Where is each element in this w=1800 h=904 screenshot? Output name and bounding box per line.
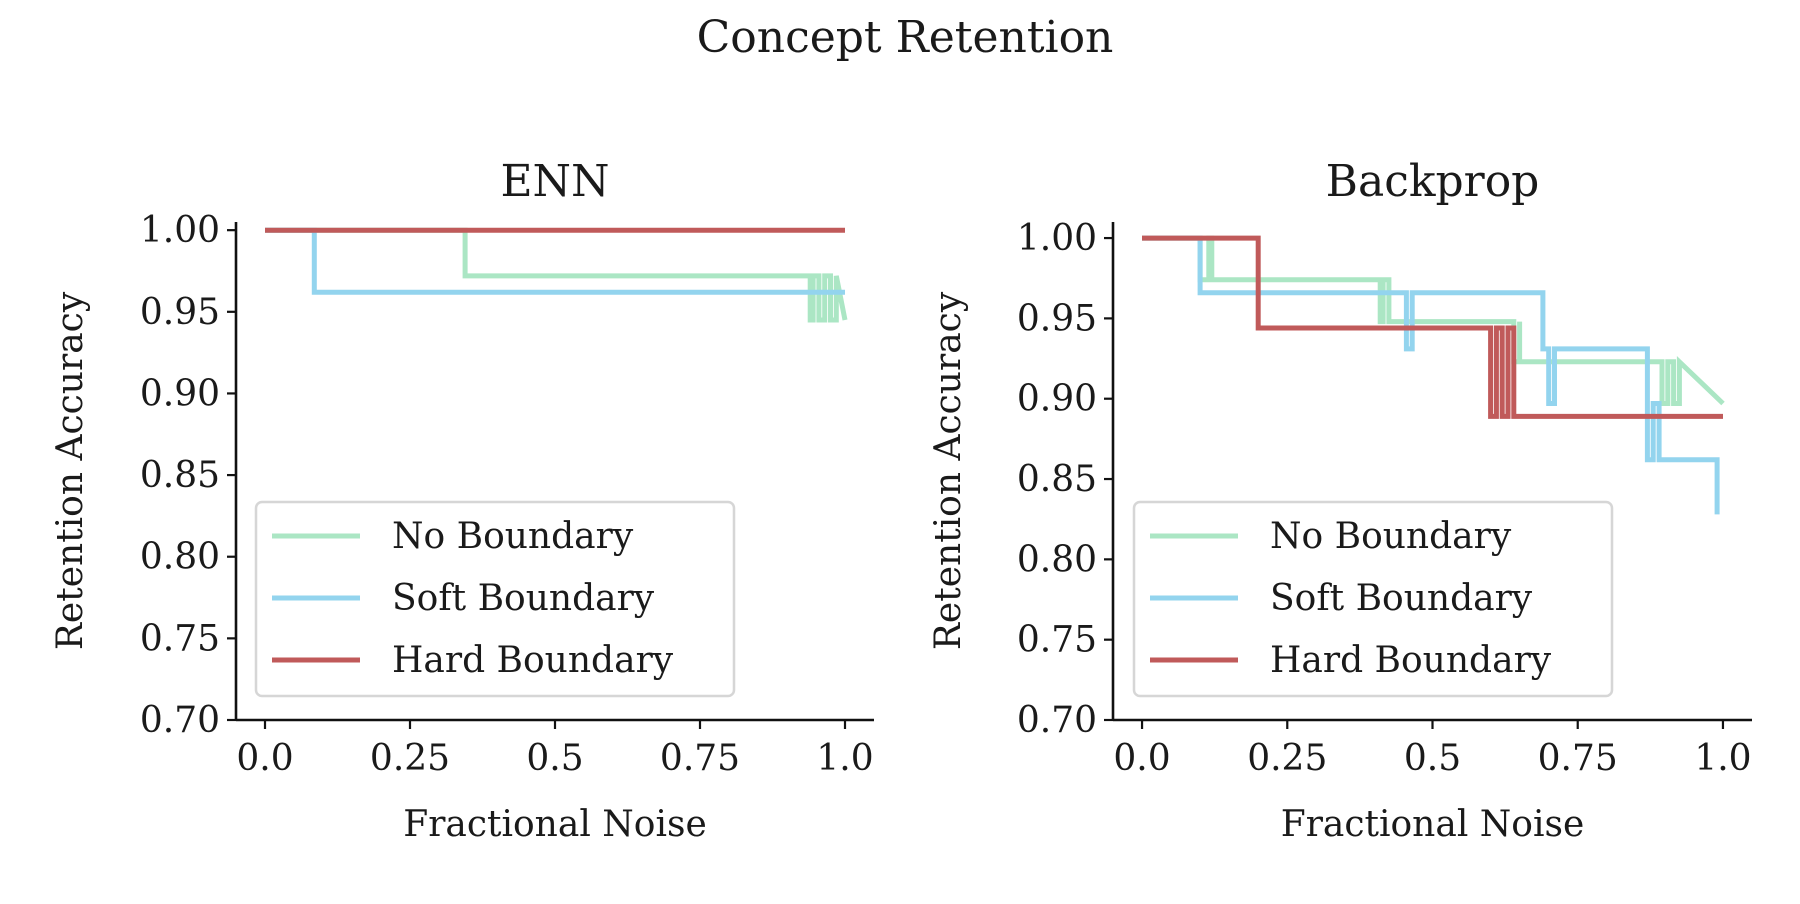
y-axis-label: Retention Accuracy [50, 291, 91, 650]
y-tick-label: 0.95 [140, 292, 220, 333]
series-line-soft-boundary [1142, 235, 1720, 515]
legend-box [1132, 500, 1614, 698]
legend-label: Hard Boundary [1270, 640, 1552, 681]
x-axis-label: Fractional Noise [1281, 804, 1585, 845]
y-tick-label: 1.00 [1017, 218, 1097, 259]
chart-panel-1: ENN 0.0 0.25 0.5 0.75 1.0 0.70 0.75 0.80 0.85 0.90… [50, 156, 874, 845]
y-tick-label: 0.95 [1017, 298, 1097, 339]
series-line-hard-boundary [1142, 235, 1723, 419]
x-axis-label: Fractional Noise [403, 804, 707, 845]
legend-label: No Boundary [392, 516, 634, 557]
legend-box [254, 500, 736, 698]
panel-title: ENN [500, 156, 609, 207]
series-line-no-boundary [1142, 235, 1725, 406]
y-tick-label: 0.75 [1017, 620, 1097, 661]
x-tick-label: 0.0 [236, 738, 293, 779]
legend-label: Soft Boundary [1270, 578, 1533, 619]
legend: No Boundary Soft Boundary Hard Boundary [254, 500, 736, 698]
y-tick-label: 0.85 [140, 455, 220, 496]
y-tick-label: 0.90 [1017, 379, 1097, 420]
y-tick-label: 0.80 [140, 537, 220, 578]
x-tick-label: 0.75 [660, 738, 740, 779]
legend-label: Hard Boundary [392, 640, 674, 681]
y-tick-label: 0.90 [140, 373, 220, 414]
legend-label: Soft Boundary [392, 578, 655, 619]
chart-panel-2: Backprop 0.0 0.25 0.5 0.75 1.0 0.70 0.75 0.80 0.8… [928, 156, 1752, 845]
y-tick-label: 0.70 [140, 700, 220, 741]
y-axis-label: Retention Accuracy [928, 291, 969, 650]
y-tick-label: 0.85 [1017, 459, 1097, 500]
series-line-soft-boundary [265, 227, 845, 295]
legend-label: No Boundary [1270, 516, 1512, 557]
x-tick-label: 0.5 [526, 738, 583, 779]
x-tick-label: 0.25 [1247, 738, 1327, 779]
x-tick-label: 0.5 [1404, 738, 1461, 779]
legend: No Boundary Soft Boundary Hard Boundary [1132, 500, 1614, 698]
panel-title: Backprop [1326, 156, 1540, 207]
x-tick-label: 0.0 [1113, 738, 1170, 779]
x-tick-label: 1.0 [1694, 738, 1751, 779]
x-tick-label: 1.0 [816, 738, 873, 779]
y-tick-label: 1.00 [140, 210, 220, 251]
x-tick-label: 0.25 [370, 738, 450, 779]
series-line-no-boundary [265, 227, 848, 323]
y-tick-label: 0.75 [140, 618, 220, 659]
x-tick-label: 0.75 [1538, 738, 1618, 779]
y-tick-label: 0.70 [1017, 700, 1097, 741]
figure-title: Concept Retention [697, 12, 1114, 63]
y-tick-label: 0.80 [1017, 539, 1097, 580]
